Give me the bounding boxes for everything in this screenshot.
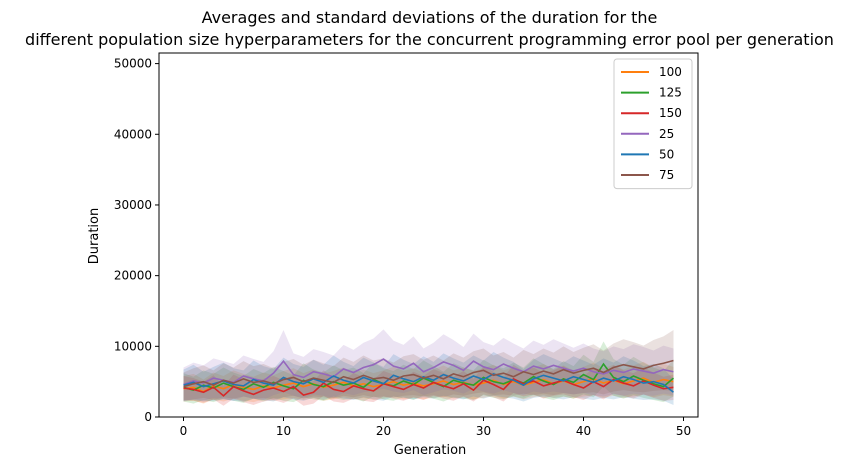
legend-label-150: 150: [659, 106, 682, 120]
std-band-75: [183, 330, 674, 401]
std-band-100: [183, 361, 674, 404]
legend: 100 125 150 25 50 75: [613, 58, 693, 190]
y-tick-label: 40000: [114, 127, 152, 141]
series-line-25: [183, 358, 674, 386]
chart-title-line-1: Averages and standard deviations of the …: [201, 8, 658, 27]
legend-label-100: 100: [659, 65, 682, 79]
x-tick-label: 10: [276, 424, 291, 438]
x-tick-label: 50: [676, 424, 691, 438]
x-tick-label: 20: [376, 424, 391, 438]
y-tick-label: 30000: [114, 198, 152, 212]
legend-label-25: 25: [659, 127, 674, 141]
legend-box: [613, 58, 693, 190]
y-axis-label: Duration: [87, 207, 102, 265]
series-line-50: [183, 373, 674, 393]
legend-label-50: 50: [659, 147, 674, 161]
series-line-125: [183, 362, 675, 391]
plot-area-frame: [158, 52, 699, 418]
std-band-125: [183, 341, 674, 404]
legend-label-125: 125: [659, 86, 682, 100]
x-tick-label: 30: [476, 424, 491, 438]
x-tick-label: 40: [576, 424, 591, 438]
chart-title-line-2: different population size hyperparameter…: [25, 30, 834, 49]
series-line-75: [183, 359, 674, 388]
y-tick-label: 50000: [114, 57, 152, 71]
y-tick-label: 20000: [114, 269, 152, 283]
legend-label-75: 75: [659, 168, 674, 182]
y-tick-label: 0: [144, 410, 152, 424]
y-tick-label: 10000: [114, 339, 152, 353]
x-axis-label: Generation: [393, 443, 467, 458]
x-tick-label: 0: [180, 424, 188, 438]
